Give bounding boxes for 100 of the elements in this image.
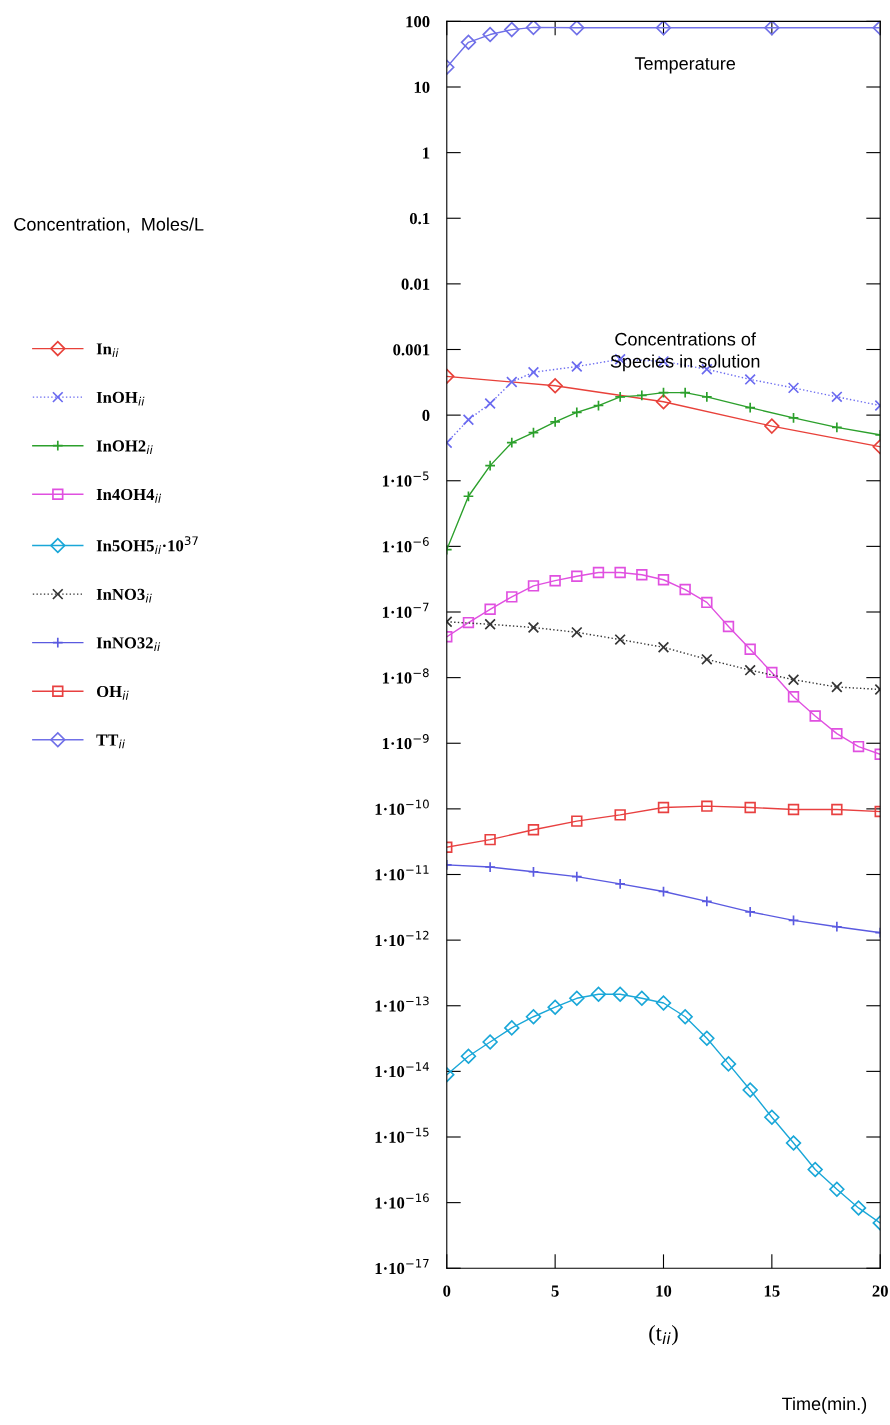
point bbox=[547, 999, 563, 1015]
point bbox=[744, 401, 756, 414]
point bbox=[657, 885, 670, 898]
point bbox=[657, 574, 670, 586]
point bbox=[766, 666, 778, 679]
point bbox=[831, 391, 843, 403]
point bbox=[527, 824, 540, 836]
point bbox=[571, 360, 583, 373]
point bbox=[831, 421, 843, 434]
y-tick-label: 0 bbox=[422, 409, 430, 422]
y-tick-label: 1·10$^{−16}$ bbox=[375, 1193, 429, 1209]
y-tick-label: 1·10$^{−7}$ bbox=[382, 602, 429, 618]
point bbox=[744, 801, 756, 814]
point bbox=[484, 459, 496, 472]
point bbox=[569, 21, 585, 36]
point bbox=[614, 878, 626, 890]
point bbox=[460, 1048, 477, 1064]
point bbox=[462, 616, 475, 629]
point bbox=[614, 391, 626, 403]
point bbox=[590, 986, 607, 1002]
point bbox=[484, 618, 496, 630]
point bbox=[636, 569, 648, 581]
point bbox=[787, 803, 800, 816]
point bbox=[657, 641, 670, 653]
point bbox=[527, 866, 540, 878]
y-tick-label: 1·10$^{−6}$ bbox=[382, 537, 429, 553]
point bbox=[571, 570, 583, 582]
point bbox=[525, 21, 542, 36]
point bbox=[657, 801, 670, 814]
point bbox=[764, 1109, 780, 1125]
point bbox=[571, 406, 583, 419]
legend-label: In5OH5$_{ii}$·10$^{37}$ bbox=[96, 536, 198, 555]
point bbox=[462, 490, 475, 502]
point bbox=[744, 643, 756, 656]
point bbox=[701, 653, 713, 666]
point bbox=[525, 1009, 542, 1025]
point bbox=[547, 378, 563, 394]
point bbox=[655, 21, 672, 36]
point bbox=[787, 673, 800, 686]
y-tick-label: 0.01 bbox=[401, 278, 430, 290]
point bbox=[701, 895, 713, 908]
point bbox=[484, 861, 496, 873]
point bbox=[787, 412, 800, 424]
point bbox=[636, 389, 648, 402]
y-tick-label: 1·10$^{−17}$ bbox=[375, 1259, 429, 1275]
point bbox=[506, 591, 518, 603]
y-tick-label: 1·10$^{−11}$ bbox=[375, 865, 429, 881]
legend-label: OH$_{ii}$ bbox=[96, 685, 129, 700]
legend-label: InOH2$_{ii}$ bbox=[96, 440, 153, 455]
point bbox=[787, 382, 800, 394]
legend-label: InOH$_{ii}$ bbox=[96, 391, 145, 406]
x-tick-label: 15 bbox=[764, 1285, 780, 1297]
point bbox=[527, 621, 540, 634]
x-tick-label: 10 bbox=[656, 1285, 672, 1297]
point bbox=[720, 1056, 737, 1072]
point bbox=[484, 833, 496, 846]
text: Concentration, Moles/L bbox=[14, 217, 204, 233]
point bbox=[484, 397, 496, 410]
x-tick-label: 5 bbox=[551, 1285, 559, 1297]
y-tick-label: 100 bbox=[406, 16, 430, 28]
point bbox=[829, 1181, 845, 1197]
point bbox=[701, 596, 713, 609]
point bbox=[504, 1020, 520, 1036]
point bbox=[657, 386, 670, 399]
y-tick-label: 0.1 bbox=[409, 212, 430, 225]
point bbox=[785, 1135, 802, 1151]
point bbox=[852, 740, 865, 753]
point bbox=[527, 580, 540, 592]
point bbox=[592, 399, 605, 412]
point bbox=[787, 914, 800, 927]
point bbox=[787, 691, 800, 703]
annotation: Concentrations of Species in solution bbox=[610, 332, 760, 372]
point bbox=[614, 633, 626, 646]
point bbox=[744, 373, 756, 386]
y-tick-label: 1·10$^{−8}$ bbox=[382, 668, 429, 684]
point bbox=[764, 21, 780, 36]
point bbox=[744, 906, 756, 918]
y-tick-label: 1·10$^{−14}$ bbox=[375, 1062, 429, 1078]
point bbox=[831, 727, 843, 740]
point bbox=[809, 710, 821, 722]
point bbox=[764, 418, 780, 434]
point bbox=[699, 1030, 715, 1046]
point bbox=[506, 376, 518, 388]
y-tick-label: 1 bbox=[423, 147, 430, 159]
point bbox=[850, 1200, 867, 1216]
point bbox=[744, 664, 756, 676]
y-tick-label: 1·10$^{−13}$ bbox=[375, 996, 429, 1012]
point bbox=[484, 603, 496, 615]
point bbox=[742, 1082, 758, 1098]
point bbox=[506, 437, 518, 449]
point bbox=[571, 815, 583, 827]
point bbox=[679, 583, 691, 596]
point bbox=[655, 995, 672, 1011]
x-tick-label: 20 bbox=[872, 1285, 888, 1297]
point bbox=[831, 921, 843, 933]
point bbox=[831, 681, 843, 693]
legend-label: TT$_{ii}$ bbox=[96, 734, 125, 749]
legend-label: In$_{ii}$ bbox=[96, 343, 119, 358]
point bbox=[677, 1009, 693, 1025]
point bbox=[807, 1161, 823, 1178]
